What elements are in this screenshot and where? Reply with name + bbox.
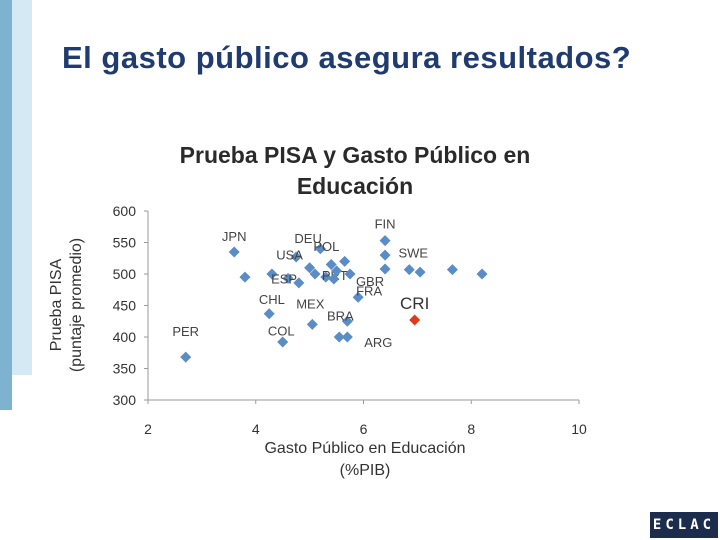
point-label: ARG (364, 335, 392, 350)
point-label: FIN (375, 217, 396, 232)
data-point (333, 331, 345, 343)
x-tick-label: 2 (144, 421, 152, 437)
point-label: DEU (294, 231, 321, 246)
point-label: FRA (356, 283, 382, 298)
point-label: CRI (400, 294, 429, 313)
data-point (446, 264, 458, 276)
x-axis-label-line-1: Gasto Público en Educación (264, 440, 466, 457)
point-label: GBR (356, 274, 384, 289)
data-point (379, 235, 391, 247)
side-accent-bar (0, 0, 12, 410)
data-point (314, 243, 326, 255)
chart-title: Prueba PISA y Gasto Público en Educación (150, 140, 560, 202)
data-point (306, 318, 318, 330)
side-accent-bar-light (12, 0, 32, 375)
x-axis-label: Gasto Público en Educación (%PIB) (250, 438, 480, 482)
data-point (341, 315, 353, 327)
data-point (414, 266, 426, 278)
point-label: ESP (271, 271, 297, 286)
eclac-logo: ECLAC (650, 512, 718, 538)
data-point (403, 264, 415, 276)
data-point (290, 251, 302, 263)
point-label: USA (276, 248, 303, 263)
data-point (293, 277, 305, 289)
data-point (352, 291, 364, 303)
highlight-point (409, 314, 421, 326)
y-tick-label: 350 (113, 361, 137, 377)
x-tick-label: 4 (252, 421, 260, 437)
data-point (325, 259, 337, 271)
x-tick-label: 8 (467, 421, 475, 437)
y-tick-label: 450 (113, 298, 137, 314)
point-label: BRA (327, 308, 354, 323)
data-point (339, 255, 351, 267)
data-point (320, 271, 332, 283)
x-tick-label: 6 (360, 421, 368, 437)
data-point (344, 268, 356, 280)
point-label: COL (268, 324, 295, 339)
chart-title-line-1: Prueba PISA y Gasto Público en (179, 142, 531, 168)
data-point (309, 268, 321, 280)
point-label: PER (172, 324, 199, 339)
data-point (266, 268, 278, 280)
data-point (239, 271, 251, 283)
data-point (476, 268, 488, 280)
point-label: JPN (222, 229, 247, 244)
y-tick-label: 500 (113, 266, 137, 282)
data-point (263, 308, 275, 320)
point-label: SWE (398, 246, 428, 261)
data-point (341, 331, 353, 343)
data-point (228, 246, 240, 258)
y-tick-label: 600 (113, 203, 137, 219)
y-tick-label: 550 (113, 235, 137, 251)
chart-title-line-2: Educación (296, 173, 414, 199)
point-label: POL (313, 239, 339, 254)
data-point (277, 336, 289, 348)
data-point (379, 263, 391, 275)
x-axis-label-line-2: (%PIB) (339, 462, 391, 479)
data-point (180, 351, 192, 363)
y-tick-label: 300 (113, 392, 137, 408)
y-tick-label: 400 (113, 329, 137, 345)
data-point (331, 265, 343, 277)
x-tick-label: 10 (571, 421, 587, 437)
data-point (379, 249, 391, 261)
point-label: CHL (259, 292, 285, 307)
data-point (282, 272, 294, 284)
point-label: MEX (296, 296, 325, 311)
data-point (304, 262, 316, 274)
slide-title: El gasto público asegura resultados? (62, 40, 632, 75)
